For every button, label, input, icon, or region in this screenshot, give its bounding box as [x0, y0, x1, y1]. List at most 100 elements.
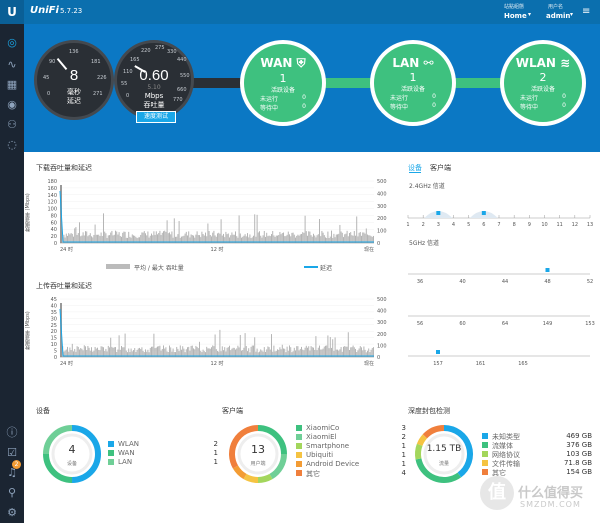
- throughput-bar: [197, 348, 199, 357]
- throughput-bar: [224, 347, 226, 357]
- throughput-bar: [83, 345, 85, 357]
- donut-segment: [415, 458, 462, 483]
- throughput-unit: Mbps: [144, 92, 164, 100]
- throughput-bar: [64, 237, 66, 243]
- throughput-bar: [171, 351, 173, 357]
- info-icon[interactable]: ⓘ: [6, 426, 18, 439]
- throughput-bar: [106, 237, 108, 243]
- throughput-bar: [327, 231, 329, 243]
- throughput-bar: [283, 348, 284, 357]
- tab-devices[interactable]: 设备: [408, 164, 422, 172]
- site-chevron-down-icon[interactable]: ▾: [528, 11, 532, 18]
- user-menu[interactable]: admin: [546, 12, 571, 20]
- dpi-total-label: 流量: [438, 461, 449, 467]
- throughput-bar: [279, 231, 281, 243]
- throughput-bar: [176, 236, 178, 243]
- throughput-bar: [218, 232, 220, 243]
- dashboard-icon[interactable]: ◎: [7, 35, 17, 49]
- topology-link-dark: [174, 78, 254, 88]
- user-chevron-down-icon[interactable]: ▾: [570, 11, 574, 18]
- throughput-bar: [139, 347, 140, 357]
- throughput-bar: [278, 234, 280, 243]
- devices-icon[interactable]: ◉: [7, 97, 17, 111]
- map-icon[interactable]: ▦: [6, 77, 18, 91]
- y2-tick: 0: [377, 241, 380, 247]
- ap-marker: [545, 268, 550, 272]
- ubiquiti-logo-icon[interactable]: U: [0, 0, 24, 24]
- throughput-bar: [195, 345, 197, 357]
- throughput-bar: [257, 352, 259, 357]
- throughput-bar: [248, 348, 250, 357]
- settings-gear-icon[interactable]: ⚙: [7, 505, 17, 519]
- throughput-bar: [230, 235, 232, 243]
- donut-segment: [43, 453, 73, 483]
- throughput-bar: [105, 348, 107, 357]
- throughput-bar: [229, 237, 230, 243]
- throughput-bar: [344, 346, 346, 357]
- throughput-bar: [119, 349, 121, 357]
- throughput-bar: [279, 347, 281, 357]
- dpi-donut: [415, 425, 473, 483]
- throughput-bar: [100, 232, 102, 243]
- throughput-bar: [310, 235, 312, 243]
- channel-label: 2: [422, 222, 425, 228]
- throughput-bar: [65, 233, 67, 243]
- throughput-bar: [328, 237, 330, 243]
- throughput-bar: [239, 334, 241, 357]
- site-selector[interactable]: Home: [504, 12, 527, 20]
- throughput-bar: [299, 348, 301, 357]
- search-icon[interactable]: ⚲: [7, 485, 17, 499]
- wan-count: 1: [279, 72, 287, 85]
- legend-label: WLAN: [118, 440, 140, 448]
- throughput-bar: [190, 234, 192, 243]
- throughput-bar: [223, 350, 224, 357]
- throughput-bar: [303, 232, 305, 243]
- throughput-bar: [267, 346, 269, 357]
- legend-label: 文件传输: [492, 460, 520, 468]
- throughput-bar: [317, 347, 319, 357]
- throughput-bar: [274, 351, 276, 357]
- legend-value: 71.8 GB: [563, 459, 592, 467]
- wan-row1-label: 未运行: [260, 96, 279, 103]
- insights-icon[interactable]: ◌: [7, 137, 17, 151]
- throughput-bar: [209, 234, 211, 243]
- throughput-bar: [221, 235, 223, 243]
- throughput-bar: [301, 233, 302, 243]
- channel-5ghz-chart: 36 40 44 48 52 56 60 64 149 153 157 161 165: [408, 268, 595, 367]
- wlan-title: WLAN: [515, 56, 556, 70]
- throughput-bar: [356, 351, 358, 357]
- throughput-bar: [70, 350, 72, 357]
- throughput-bar: [315, 237, 317, 243]
- tasks-icon[interactable]: ☑: [7, 445, 17, 459]
- throughput-bar: [73, 236, 74, 243]
- wan-node[interactable]: WAN ⛨ 1 活跃设备 未运行 0 等待中 0: [240, 40, 326, 126]
- throughput-bar: [167, 233, 169, 243]
- wlan-node[interactable]: WLAN ≋ 2 活跃设备 未运行 0 等待中 0: [500, 40, 586, 126]
- throughput-bar: [307, 235, 308, 243]
- clients-icon[interactable]: ⚇: [7, 117, 17, 131]
- menu-icon[interactable]: ≡: [582, 6, 591, 17]
- lan-row2-value: 0: [432, 102, 436, 109]
- throughput-bar: [221, 346, 223, 357]
- wan-caption: 活跃设备: [270, 87, 295, 94]
- throughput-bar: [284, 348, 286, 357]
- donut-segment: [71, 425, 102, 483]
- throughput-bar: [369, 352, 371, 357]
- donut-segment: [43, 425, 73, 455]
- speed-test-button[interactable]: 速度测试: [136, 111, 176, 123]
- throughput-bar: [308, 346, 310, 357]
- throughput-bar: [340, 347, 342, 357]
- throughput-bar: [267, 236, 269, 243]
- lan-row1-value: 0: [432, 93, 436, 100]
- tab-clients[interactable]: 客户端: [430, 164, 451, 172]
- statistics-icon[interactable]: ∿: [7, 57, 17, 71]
- alerts-bell-icon[interactable]: ♫: [7, 465, 17, 479]
- throughput-bar: [147, 349, 149, 357]
- throughput-bar: [202, 349, 204, 357]
- throughput-bar: [236, 348, 238, 357]
- throughput-bar: [245, 236, 247, 243]
- throughput-bar: [314, 235, 316, 243]
- throughput-bar: [203, 351, 205, 357]
- lan-node[interactable]: LAN ⚯ 1 活跃设备 未运行 0 等待中 0: [370, 40, 456, 126]
- throughput-bar: [218, 351, 220, 357]
